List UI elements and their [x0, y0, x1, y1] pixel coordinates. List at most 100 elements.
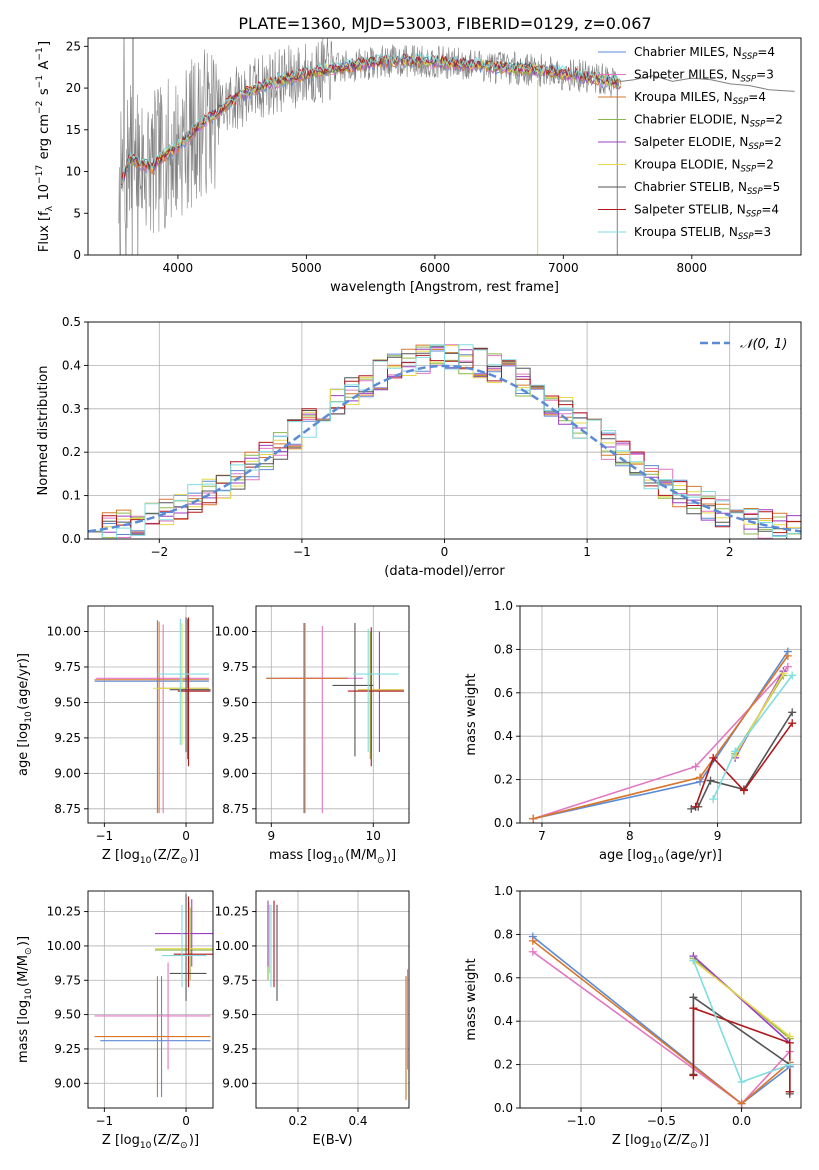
y-tick-label: 9.50 — [54, 1008, 81, 1022]
marker-salpeter-stelib — [788, 719, 797, 728]
hist-kroupa-stelib — [88, 344, 801, 539]
y-tick-label: 0.6 — [494, 971, 513, 985]
axes-frame — [519, 605, 802, 824]
y-tick-label: 10 — [66, 165, 81, 179]
plot-area — [94, 617, 211, 814]
axes-frame — [255, 890, 410, 1109]
x-tick-label: −1 — [293, 545, 311, 559]
y-axis-label: mass weight — [464, 673, 479, 755]
x-tick-label: −0.5 — [647, 1114, 676, 1128]
y-tick-label: 9.25 — [54, 731, 81, 745]
line-kroupa-stelib — [712, 674, 793, 800]
marker-kroupa-stelib — [689, 956, 698, 965]
plot-area — [88, 344, 801, 539]
ebv-vs-mass-panel: 0.2 0.4 9.00 9.25 9.50 9.75 10.00 10.25 E(B-V) — [215, 890, 410, 1148]
model-kroupa-stelib — [120, 52, 622, 184]
x-tick-label: −2 — [150, 545, 168, 559]
y-tick-label: 0.0 — [62, 532, 81, 546]
y-tick-label: 20 — [66, 81, 81, 95]
y-tick-label: 9.75 — [222, 973, 249, 987]
y-tick-label: 9.00 — [54, 1076, 81, 1090]
x-tick-label: −1.0 — [566, 1114, 595, 1128]
y-tick-label: 0.6 — [494, 686, 513, 700]
x-axis-label: wavelength [Angstrom, rest frame] — [330, 280, 559, 295]
y-tick-label: 9.75 — [54, 660, 81, 674]
marker-kroupa-stelib — [785, 1060, 794, 1069]
legend-label: Salpeter STELIB, NSSP=4 — [634, 203, 779, 220]
figure-title: PLATE=1360, MJD=53003, FIBERID=0129, z=0… — [238, 14, 651, 33]
y-tick-label: 8.75 — [54, 802, 81, 816]
data-spectrum-tail — [621, 75, 795, 92]
marker-kroupa-stelib — [731, 747, 740, 756]
x-tick-label: 0.0 — [732, 1114, 751, 1128]
x-tick-label: 0 — [182, 829, 190, 843]
y-tick-label: 0.8 — [494, 642, 513, 656]
y-tick-label: 0.4 — [494, 1014, 513, 1028]
marker-kroupa-miles — [737, 1099, 746, 1108]
x-tick-label: 0 — [441, 545, 449, 559]
y-tick-label: 0.2 — [62, 445, 81, 459]
marker-kroupa-stelib — [788, 671, 797, 680]
x-tick-label: −1 — [95, 829, 113, 843]
x-tick-label: 0.4 — [348, 1114, 367, 1128]
marker-kroupa-miles — [529, 814, 538, 823]
y-axis-label: mass [log10 (M/M⊙ )] — [16, 936, 34, 1063]
x-tick-label: 9 — [267, 829, 275, 843]
y-tick-label: 9.50 — [222, 695, 249, 709]
line-kroupa-elodie — [734, 672, 785, 757]
y-tick-label: 15 — [66, 123, 81, 137]
y-tick-label: 9.50 — [54, 695, 81, 709]
marker-salpeter-stelib — [691, 802, 700, 811]
marker-chabrier-stelib — [788, 708, 797, 717]
y-tick-label: 0.1 — [62, 489, 81, 503]
y-tick-label: 9.00 — [222, 1076, 249, 1090]
x-tick-label: 4000 — [163, 261, 194, 275]
y-tick-label: 10.00 — [47, 625, 81, 639]
plot-area — [529, 647, 797, 823]
x-axis-label: Z [log10 (Z/Z⊙ )] — [612, 1133, 709, 1151]
legend-label: Chabrier MILES, NSSP=4 — [634, 45, 775, 62]
marker-kroupa-elodie — [779, 669, 788, 678]
x-tick-label: 0 — [182, 1114, 190, 1128]
y-tick-label: 10.00 — [215, 939, 249, 953]
age-vs-mass-weight-panel: 7 8 9 0.0 0.2 0.4 0.6 0.8 1.0 age [log10 (age/yr)… — [464, 599, 802, 866]
y-tick-label: 9.75 — [222, 660, 249, 674]
axes-frame — [87, 605, 214, 824]
x-axis-label: age [log10 (age/yr)] — [599, 848, 722, 866]
legend-label: Kroupa STELIB, NSSP=3 — [634, 225, 771, 242]
x-tick-label: 9 — [714, 829, 722, 843]
x-tick-label: 10 — [366, 829, 381, 843]
axes-frame — [255, 605, 410, 824]
y-tick-label: 9.00 — [222, 766, 249, 780]
line-salpeter-elodie — [692, 955, 791, 1044]
residual-histogram-panel: −2 −1 0 1 2 0.0 0.1 0.2 0.3 0.4 0.5 (data-model)/er… — [36, 315, 802, 579]
x-axis-label: E(B-V) — [312, 1133, 352, 1148]
legend-label: Salpeter MILES, NSSP=3 — [634, 68, 774, 85]
line-chabrier-stelib — [690, 711, 793, 810]
marker-kroupa-stelib — [709, 795, 718, 804]
axes-frame — [87, 890, 214, 1109]
y-tick-label: 9.25 — [54, 1042, 81, 1056]
y-tick-label: 0.2 — [494, 1058, 513, 1072]
line-kroupa-miles — [533, 655, 789, 820]
y-tick-label: 1.0 — [494, 884, 513, 898]
y-tick-label: 9.75 — [54, 973, 81, 987]
plot-area — [94, 893, 213, 1098]
x-tick-label: 8 — [626, 829, 634, 843]
marker-chabrier-stelib — [687, 804, 696, 813]
x-tick-label: −1 — [95, 1114, 113, 1128]
y-axis-label: age [log10 (age/yr)] — [16, 653, 34, 776]
y-axis-label: Normed distribution — [36, 366, 51, 496]
y-tick-label: 9.50 — [222, 1008, 249, 1022]
line-kroupa-elodie — [692, 959, 791, 1038]
model-salpeter-stelib — [120, 53, 622, 185]
x-tick-label: 7 — [538, 829, 546, 843]
x-tick-label: 5000 — [291, 261, 322, 275]
x-axis-label: mass [log10 (M/M⊙ )] — [269, 848, 396, 866]
x-tick-label: 1 — [583, 545, 591, 559]
plot-area — [528, 932, 794, 1108]
x-tick-label: 2 — [726, 545, 734, 559]
y-tick-label: 9.25 — [222, 731, 249, 745]
y-tick-label: 25 — [66, 39, 81, 53]
y-tick-label: 0.4 — [62, 358, 81, 372]
